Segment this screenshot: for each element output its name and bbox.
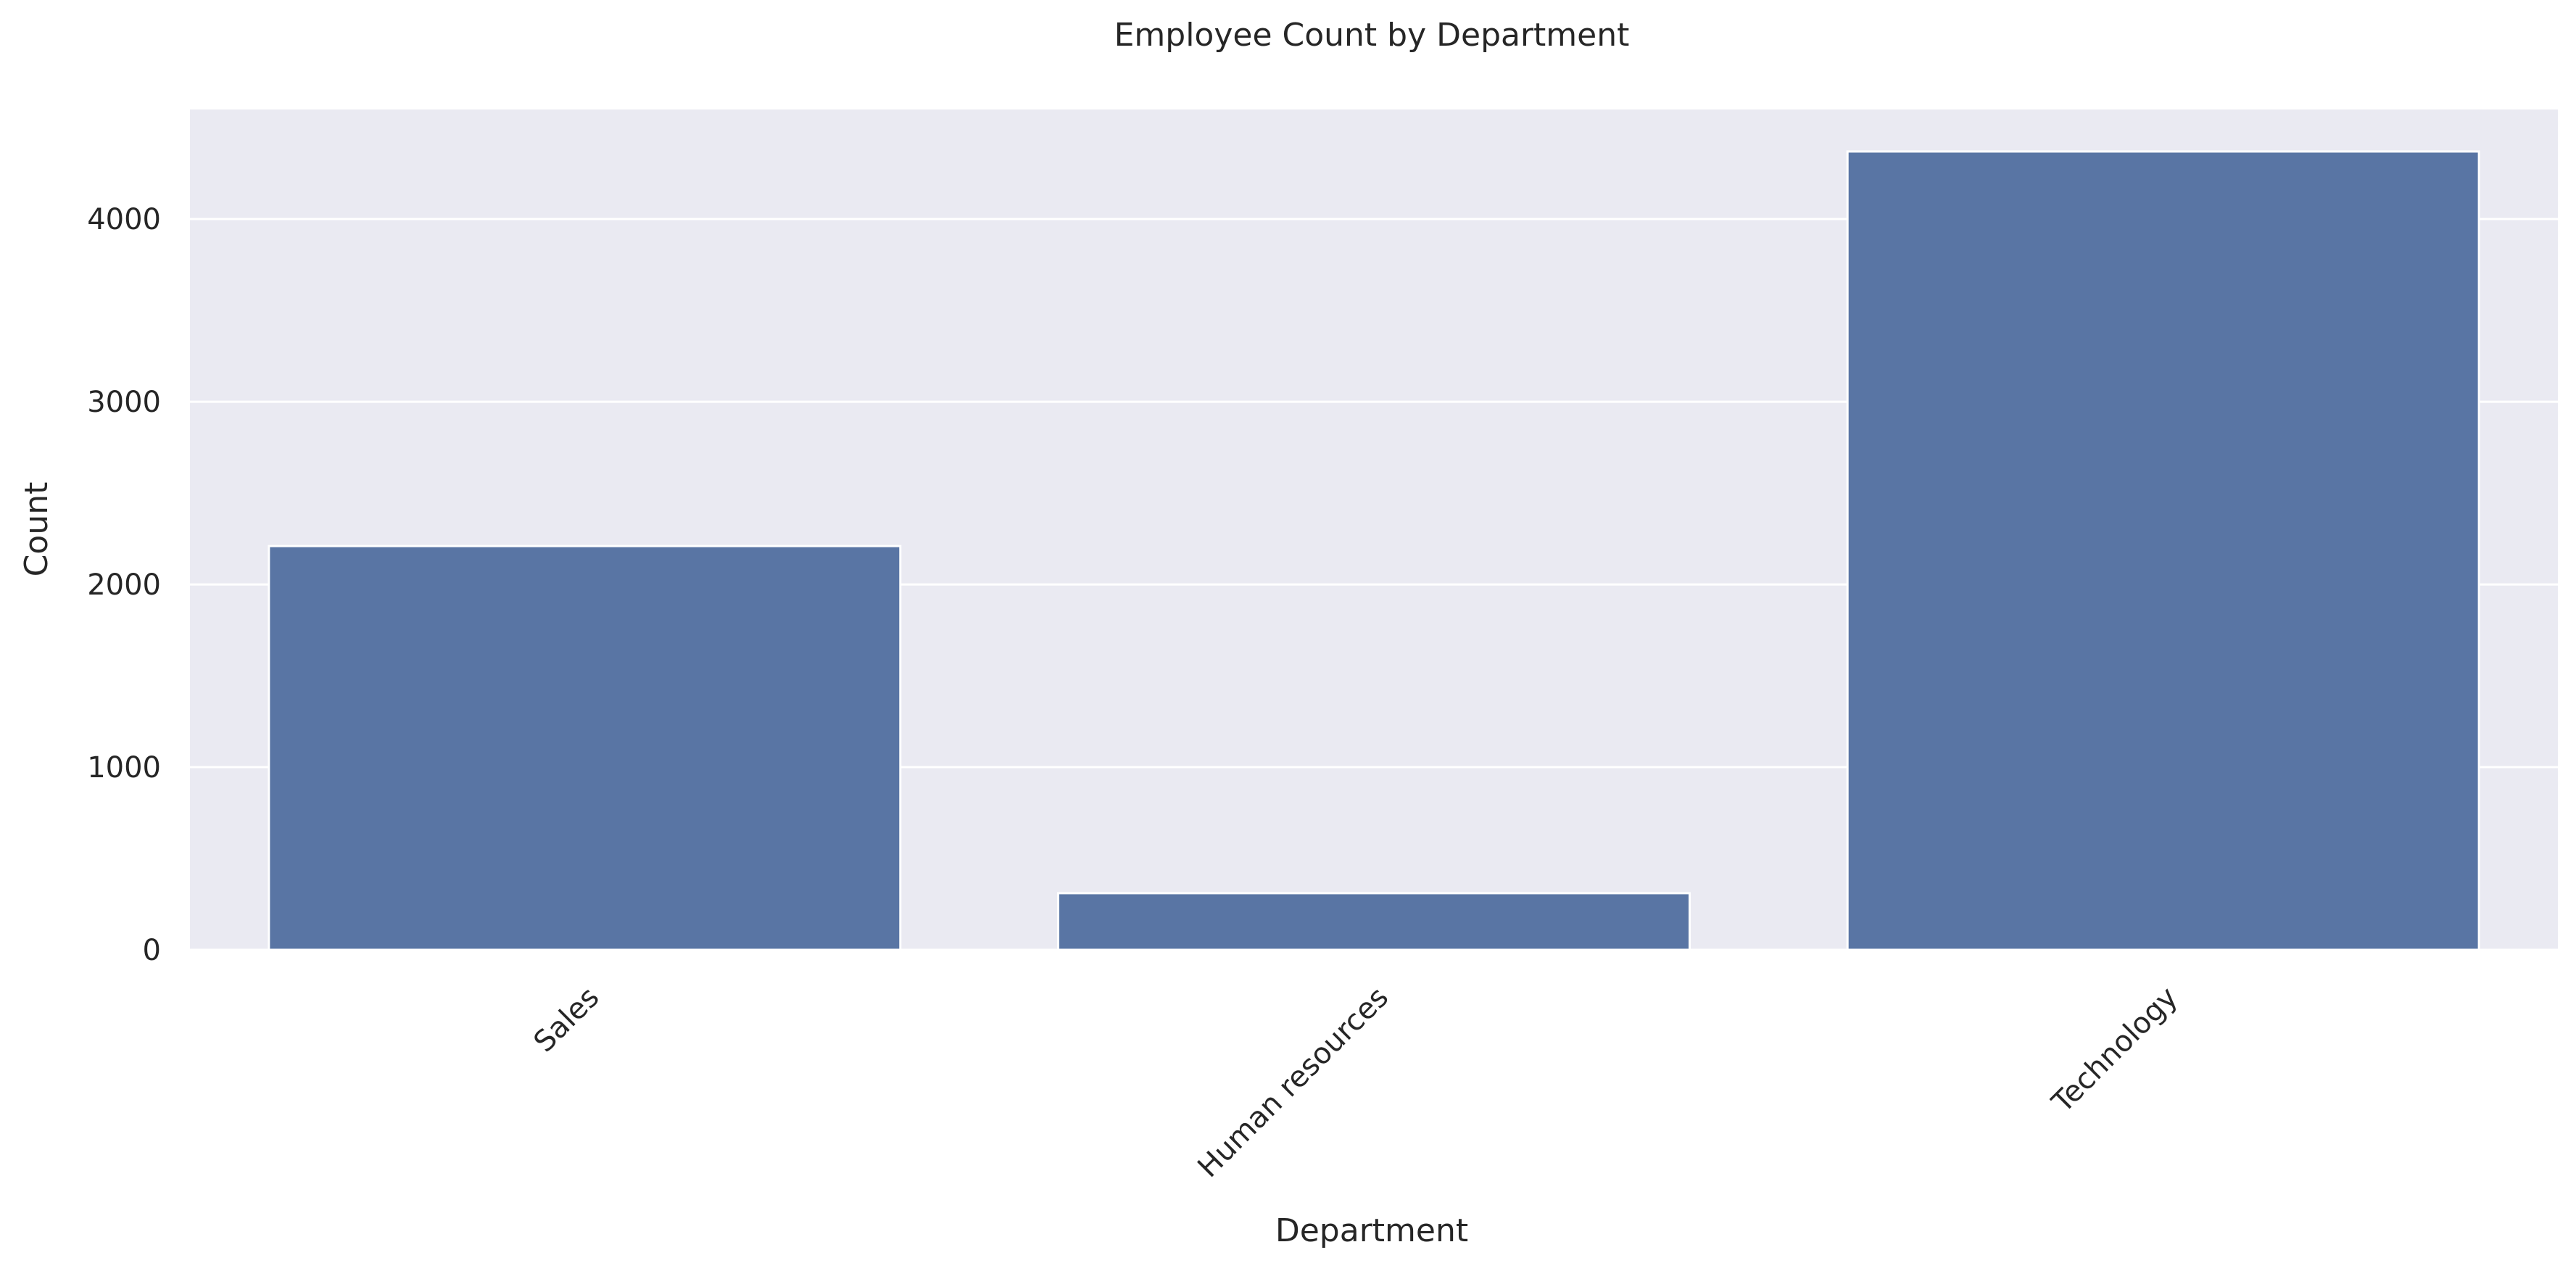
y-axis-label: Count	[18, 482, 55, 577]
bar-human-resources	[1057, 892, 1691, 951]
x-tick-label: Sales	[528, 981, 606, 1059]
bar-technology	[1846, 150, 2480, 951]
x-axis-label: Department	[1275, 1212, 1468, 1249]
y-tick-label: 3000	[87, 386, 161, 419]
y-tick-label: 2000	[87, 568, 161, 602]
x-axis-ticks: Sales Human resources Technology	[528, 981, 2184, 1185]
chart-title: Employee Count by Department	[1114, 17, 1630, 54]
y-tick-label: 4000	[87, 203, 161, 236]
x-tick-label: Technology	[2045, 981, 2184, 1120]
bars	[268, 150, 2480, 951]
y-axis-ticks: 0 1000 2000 3000 4000	[87, 203, 161, 967]
y-tick-label: 1000	[87, 751, 161, 784]
bar-sales	[268, 545, 902, 951]
x-tick-label: Human resources	[1191, 981, 1395, 1185]
y-tick-label: 0	[143, 934, 161, 967]
